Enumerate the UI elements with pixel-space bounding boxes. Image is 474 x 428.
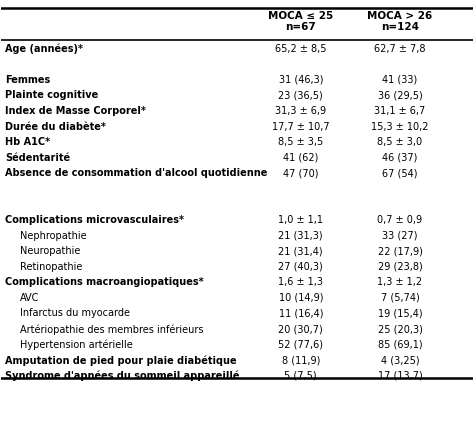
Text: 7 (5,74): 7 (5,74) — [381, 293, 419, 303]
Text: Artériopathie des membres inférieurs: Artériopathie des membres inférieurs — [19, 324, 203, 335]
Text: 25 (20,3): 25 (20,3) — [378, 324, 422, 334]
Text: 21 (31,4): 21 (31,4) — [279, 246, 323, 256]
Text: 85 (69,1): 85 (69,1) — [378, 340, 422, 350]
Text: 31 (46,3): 31 (46,3) — [279, 75, 323, 85]
Text: Durée du diabète*: Durée du diabète* — [5, 122, 106, 132]
Text: 23 (36,5): 23 (36,5) — [278, 90, 323, 101]
Text: 31,1 ± 6,7: 31,1 ± 6,7 — [374, 106, 426, 116]
Text: 15,3 ± 10,2: 15,3 ± 10,2 — [371, 122, 429, 132]
Text: Absence de consommation d'alcool quotidienne: Absence de consommation d'alcool quotidi… — [5, 168, 268, 178]
Text: Neuropathie: Neuropathie — [19, 246, 80, 256]
Text: 31,3 ± 6,9: 31,3 ± 6,9 — [275, 106, 327, 116]
Text: 22 (17,9): 22 (17,9) — [378, 246, 422, 256]
Text: 17,7 ± 10,7: 17,7 ± 10,7 — [272, 122, 329, 132]
Text: 17 (13,7): 17 (13,7) — [378, 371, 422, 381]
Text: 0,7 ± 0,9: 0,7 ± 0,9 — [377, 215, 423, 225]
Text: 8,5 ± 3,0: 8,5 ± 3,0 — [377, 137, 423, 147]
Text: 36 (29,5): 36 (29,5) — [378, 90, 422, 101]
Text: Hb A1C*: Hb A1C* — [5, 137, 51, 147]
Text: Nephropathie: Nephropathie — [19, 231, 86, 241]
Text: Age (années)*: Age (années)* — [5, 44, 83, 54]
Text: Complications macroangiopatiques*: Complications macroangiopatiques* — [5, 277, 204, 287]
Text: Hypertension artérielle: Hypertension artérielle — [19, 340, 132, 350]
Text: MOCA > 26
n=124: MOCA > 26 n=124 — [367, 11, 433, 32]
Text: 5 (7,5): 5 (7,5) — [284, 371, 317, 381]
Text: 8 (11,9): 8 (11,9) — [282, 355, 320, 365]
Text: 19 (15,4): 19 (15,4) — [378, 309, 422, 318]
Text: 1,0 ± 1,1: 1,0 ± 1,1 — [278, 215, 323, 225]
Text: Amputation de pied pour plaie diabétique: Amputation de pied pour plaie diabétique — [5, 355, 237, 366]
Text: 20 (30,7): 20 (30,7) — [278, 324, 323, 334]
Text: MOCA ≤ 25
n=67: MOCA ≤ 25 n=67 — [268, 11, 333, 32]
Text: 41 (33): 41 (33) — [383, 75, 418, 85]
Text: Index de Masse Corporel*: Index de Masse Corporel* — [5, 106, 146, 116]
Text: 21 (31,3): 21 (31,3) — [279, 231, 323, 241]
Text: 52 (77,6): 52 (77,6) — [278, 340, 323, 350]
Text: 4 (3,25): 4 (3,25) — [381, 355, 419, 365]
Text: 8,5 ± 3,5: 8,5 ± 3,5 — [278, 137, 323, 147]
Text: 1,6 ± 1,3: 1,6 ± 1,3 — [278, 277, 323, 287]
Text: 29 (23,8): 29 (23,8) — [378, 262, 422, 272]
Text: Retinopathie: Retinopathie — [19, 262, 82, 272]
Text: 27 (40,3): 27 (40,3) — [278, 262, 323, 272]
Text: 41 (62): 41 (62) — [283, 153, 319, 163]
Text: 11 (16,4): 11 (16,4) — [279, 309, 323, 318]
Text: AVC: AVC — [19, 293, 39, 303]
Text: Femmes: Femmes — [5, 75, 51, 85]
Text: Complications microvasculaires*: Complications microvasculaires* — [5, 215, 184, 225]
Text: 67 (54): 67 (54) — [383, 168, 418, 178]
Text: Sédentarité: Sédentarité — [5, 153, 71, 163]
Text: 1,3 ± 1,2: 1,3 ± 1,2 — [377, 277, 423, 287]
Text: Plainte cognitive: Plainte cognitive — [5, 90, 99, 101]
Text: 46 (37): 46 (37) — [383, 153, 418, 163]
Text: 65,2 ± 8,5: 65,2 ± 8,5 — [275, 44, 327, 54]
Text: Syndrome d'apnées du sommeil appareillé: Syndrome d'apnées du sommeil appareillé — [5, 371, 240, 381]
Text: 47 (70): 47 (70) — [283, 168, 319, 178]
Text: Infarctus du myocarde: Infarctus du myocarde — [19, 309, 129, 318]
Text: 62,7 ± 7,8: 62,7 ± 7,8 — [374, 44, 426, 54]
Text: 10 (14,9): 10 (14,9) — [279, 293, 323, 303]
Text: 33 (27): 33 (27) — [383, 231, 418, 241]
